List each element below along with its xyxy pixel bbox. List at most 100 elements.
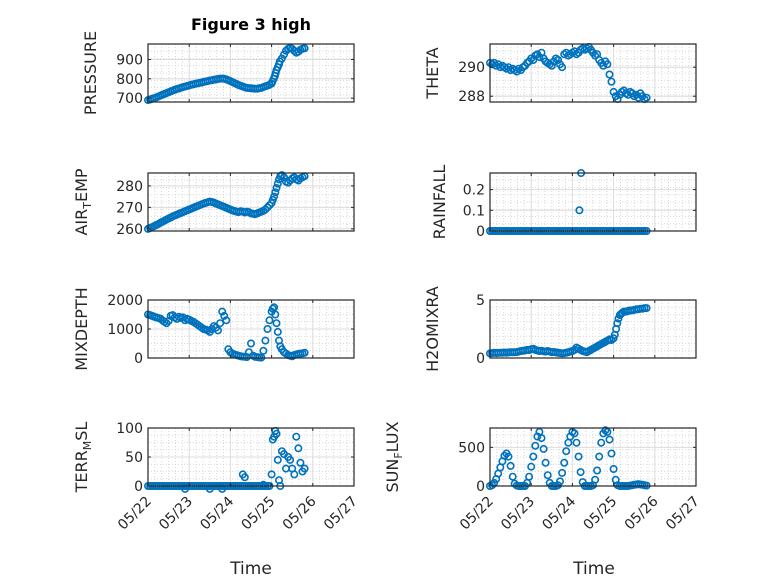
data-point: [572, 438, 581, 447]
data-point: [543, 471, 552, 480]
y-tick-label: 280: [116, 179, 143, 195]
x-tick-label: 05/27: [321, 494, 361, 534]
x-axis-label: Time: [572, 559, 615, 579]
x-tick-label: 05/23: [156, 494, 196, 534]
y-tick-label: 100: [116, 421, 143, 437]
y-tick-label: 5: [476, 293, 485, 309]
data-point: [218, 307, 227, 316]
axes-box: [489, 299, 697, 359]
data-point: [273, 327, 282, 336]
y-tick-label: 0.1: [463, 203, 485, 219]
data-point: [265, 316, 274, 325]
data-point: [270, 303, 279, 312]
data-point: [541, 458, 550, 467]
data-point: [531, 441, 540, 450]
data-point: [575, 206, 584, 215]
subplot-h2omixra: 0 5 H2OMIXRA: [423, 286, 697, 372]
y-tick-label: 800: [116, 72, 143, 88]
data-point: [558, 468, 567, 477]
y-tick-label: 500: [458, 440, 485, 456]
x-tick-label: 05/25: [581, 494, 621, 534]
x-tick-label: 05/22: [457, 494, 497, 534]
y-tick-label: 0: [476, 479, 485, 495]
y-axis-label: RAINFALL: [430, 165, 449, 240]
data-point: [300, 348, 309, 357]
data-point: [547, 61, 556, 70]
data-point: [288, 44, 297, 53]
major-grid: [490, 173, 696, 231]
data-point: [527, 462, 536, 471]
data-series: [144, 171, 309, 233]
data-point: [300, 464, 309, 473]
data-point: [267, 470, 276, 479]
axes-box: [489, 427, 697, 487]
data-point: [220, 311, 229, 320]
data-point: [553, 55, 562, 64]
y-tick-label: 1000: [107, 322, 143, 338]
data-point: [609, 334, 618, 343]
y-tick-label: 290: [458, 60, 485, 76]
data-point: [607, 77, 616, 86]
data-point: [613, 319, 622, 328]
data-point: [247, 339, 256, 348]
subplot-mixdepth: 0 1000 2000 MIXDEPTH: [72, 287, 355, 371]
data-point: [570, 429, 579, 438]
data-point: [599, 61, 608, 70]
y-tick-label: 900: [116, 52, 143, 68]
data-point: [533, 432, 542, 441]
data-point: [294, 444, 303, 453]
y-tick-label: 2000: [107, 293, 143, 309]
data-point: [273, 179, 282, 188]
data-point: [277, 171, 286, 180]
x-tick-label: 05/26: [280, 493, 320, 533]
y-axis-label: AIRTEMP: [72, 168, 94, 235]
data-point: [529, 452, 538, 461]
data-point: [271, 188, 280, 197]
figure-title: Figure 3 high: [191, 15, 311, 34]
subplot-air_temp: 260 270 280 AIRTEMP: [72, 168, 355, 238]
data-point: [609, 87, 618, 96]
data-point: [261, 336, 270, 345]
data-point: [263, 324, 272, 333]
data-point: [642, 93, 651, 102]
y-tick-label: 0: [476, 351, 485, 367]
data-series: [485, 42, 651, 104]
minor-grid: [490, 44, 696, 102]
minor-grid: [490, 428, 696, 486]
axes-box: [147, 43, 355, 103]
y-axis-label: THETA: [423, 47, 442, 99]
data-point: [259, 480, 268, 489]
data-point: [609, 464, 618, 473]
data-point: [279, 173, 288, 182]
y-tick-label: 700: [116, 91, 143, 107]
subplot-pressure: 700 800 900 PRESSURE: [81, 31, 355, 115]
data-point: [292, 432, 301, 441]
axes-box: [147, 172, 355, 232]
data-point: [607, 449, 616, 458]
data-point: [222, 316, 231, 325]
y-tick-label: 260: [116, 222, 143, 238]
x-tick-label: 05/24: [539, 493, 579, 533]
data-point: [272, 429, 281, 438]
y-tick-label: 0: [134, 479, 143, 495]
axes-box: [489, 172, 697, 232]
data-point: [259, 346, 268, 355]
y-axis-label: H2OMIXRA: [423, 286, 442, 372]
data-point: [555, 477, 564, 486]
x-tick-label: 05/23: [498, 494, 538, 534]
x-tick-label: 05/26: [622, 493, 662, 533]
data-point: [560, 458, 569, 467]
y-tick-label: 0: [134, 351, 143, 367]
major-grid: [148, 428, 354, 486]
data-point: [506, 461, 515, 470]
axes-box: [489, 43, 697, 103]
data-point: [286, 455, 295, 464]
data-point: [525, 472, 534, 481]
subplot-theta: 288 290 THETA: [423, 42, 697, 105]
y-tick-label: 50: [125, 450, 143, 466]
data-point: [591, 475, 600, 484]
major-grid: [490, 428, 696, 486]
data-point: [605, 70, 614, 79]
data-point: [642, 304, 651, 313]
